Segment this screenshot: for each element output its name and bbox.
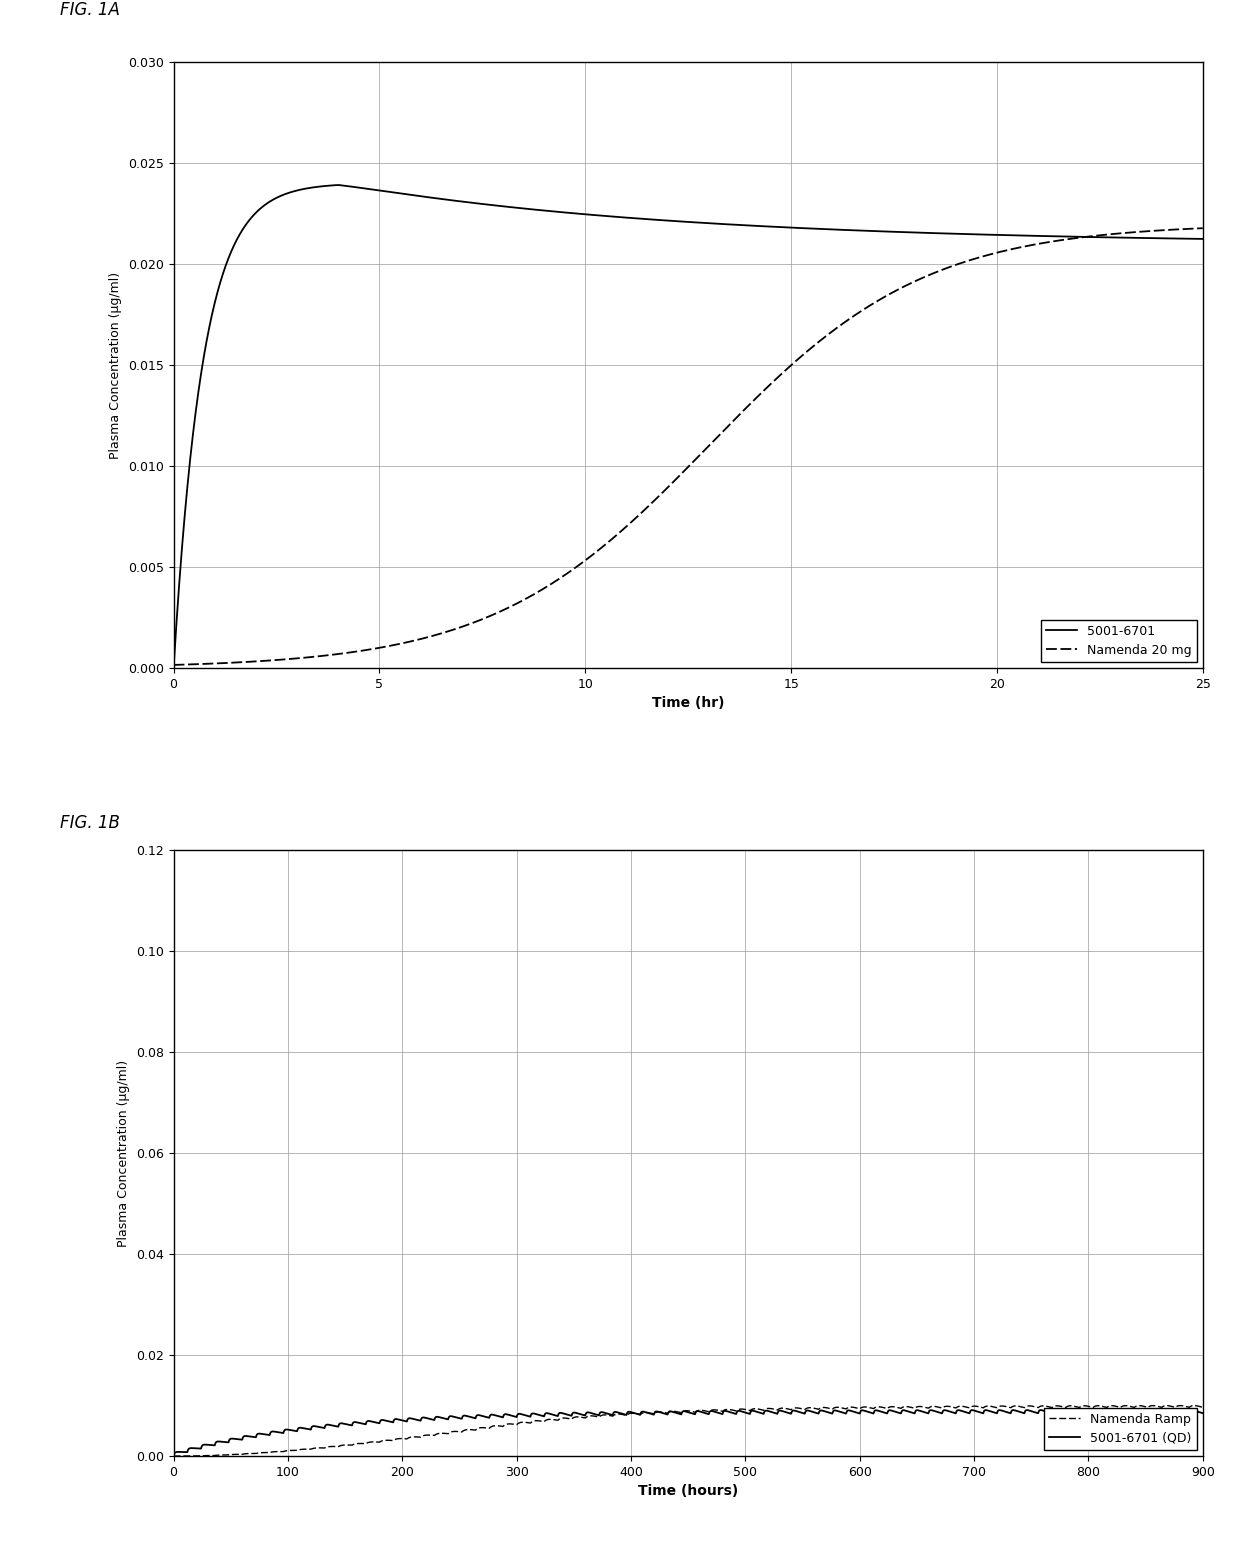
X-axis label: Time (hours): Time (hours)	[639, 1484, 738, 1498]
Line: 5001-6701 (QD): 5001-6701 (QD)	[174, 1410, 1203, 1456]
Namenda Ramp	[629, 1405, 644, 1424]
Namenda Ramp	[1195, 1399, 1210, 1417]
Legend: Namenda Ramp, 5001-6701 (QD): Namenda Ramp, 5001-6701 (QD)	[1044, 1408, 1197, 1450]
5001-6701	[1195, 229, 1210, 248]
5001-6701 (QD)	[1193, 1403, 1208, 1422]
Line: Namenda Ramp: Namenda Ramp	[174, 1405, 1203, 1456]
Namenda Ramp	[1089, 1397, 1104, 1416]
Namenda 20 mg	[1064, 229, 1079, 248]
Namenda 20 mg	[1176, 220, 1190, 239]
5001-6701	[606, 208, 621, 226]
5001-6701	[1176, 229, 1190, 248]
5001-6701 (QD)	[1089, 1400, 1104, 1419]
Line: 5001-6701: 5001-6701	[174, 184, 1203, 668]
5001-6701	[331, 175, 346, 194]
Namenda Ramp	[823, 1399, 838, 1417]
Namenda Ramp	[1060, 1397, 1075, 1416]
Y-axis label: Plasma Concentration (μg/ml): Plasma Concentration (μg/ml)	[118, 1060, 130, 1247]
5001-6701 (QD)	[1182, 1403, 1197, 1422]
5001-6701 (QD)	[1060, 1400, 1075, 1419]
5001-6701	[562, 203, 577, 222]
Namenda 20 mg	[166, 655, 181, 674]
5001-6701 (QD)	[823, 1403, 838, 1422]
Text: FIG. 1B: FIG. 1B	[61, 813, 120, 832]
Namenda Ramp	[166, 1447, 181, 1465]
5001-6701	[345, 178, 360, 197]
Namenda Ramp	[1193, 1397, 1208, 1416]
Namenda 20 mg	[605, 528, 620, 547]
Legend: 5001-6701, Namenda 20 mg: 5001-6701, Namenda 20 mg	[1040, 620, 1197, 661]
Namenda 20 mg	[560, 564, 575, 582]
Y-axis label: Plasma Concentration (μg/ml): Plasma Concentration (μg/ml)	[109, 271, 123, 459]
Namenda 20 mg	[345, 643, 360, 661]
Namenda Ramp	[1187, 1396, 1202, 1414]
5001-6701 (QD)	[629, 1405, 644, 1424]
5001-6701	[284, 183, 299, 201]
5001-6701	[1065, 228, 1080, 246]
Text: FIG. 1A: FIG. 1A	[61, 2, 120, 19]
X-axis label: Time (hr): Time (hr)	[652, 697, 724, 711]
Line: Namenda 20 mg: Namenda 20 mg	[174, 228, 1203, 665]
5001-6701 (QD)	[1184, 1400, 1199, 1419]
Namenda 20 mg	[1195, 218, 1210, 237]
Namenda Ramp	[1182, 1399, 1197, 1417]
Namenda 20 mg	[284, 649, 299, 668]
5001-6701	[166, 658, 181, 677]
5001-6701 (QD)	[166, 1447, 181, 1465]
5001-6701 (QD)	[1195, 1403, 1210, 1422]
